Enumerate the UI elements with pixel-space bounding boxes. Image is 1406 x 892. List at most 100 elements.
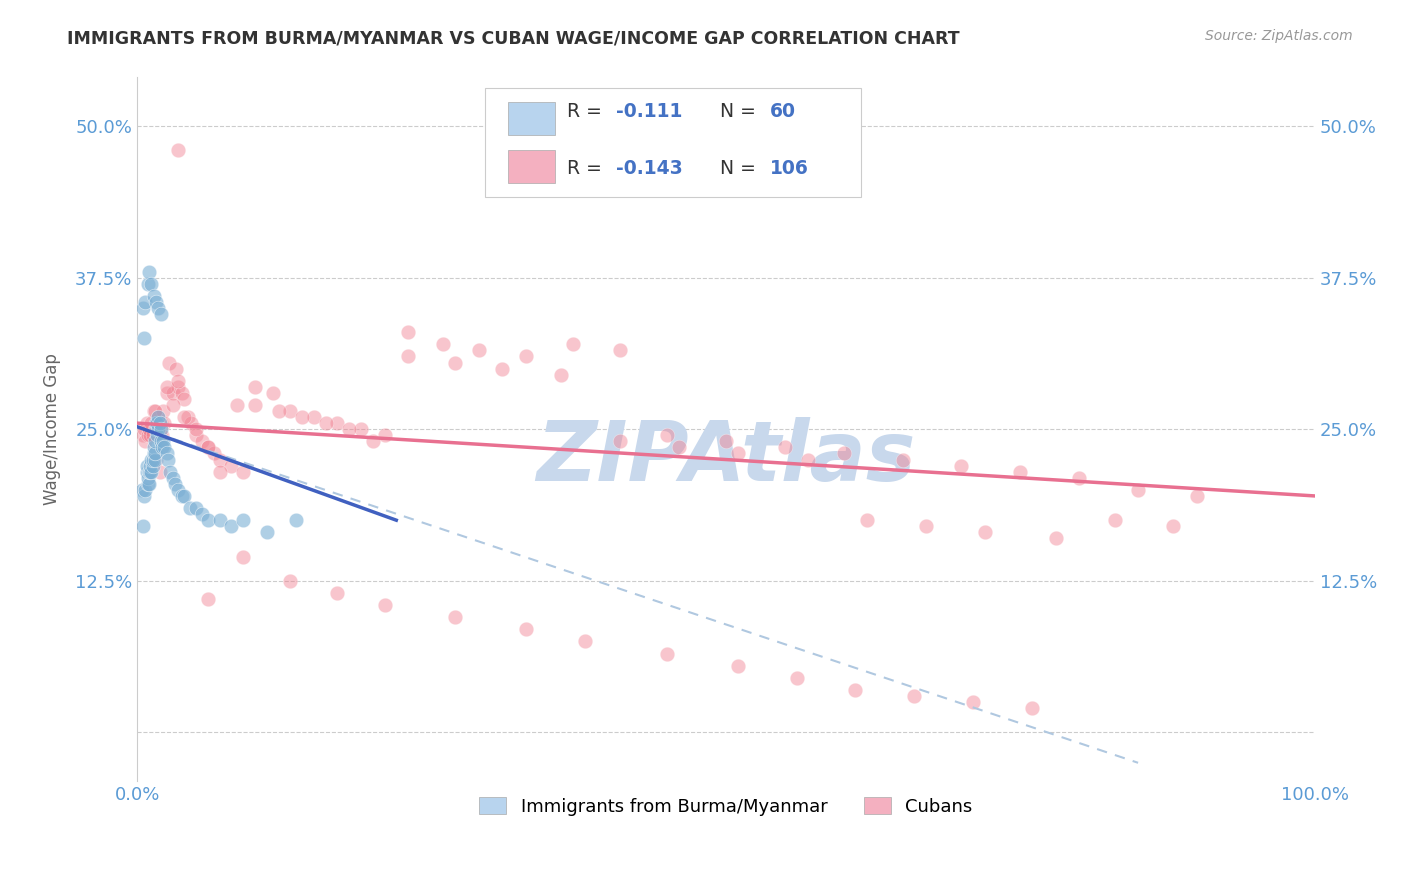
Point [136, 471, 159, 485]
Point [141, 465, 163, 479]
Point [162, 385, 184, 400]
Point [170, 489, 193, 503]
Point [143, 404, 166, 418]
Point [262, 385, 284, 400]
Point [1104, 513, 1126, 527]
Point [131, 483, 153, 497]
Point [153, 441, 176, 455]
Point [891, 452, 914, 467]
Point [146, 416, 169, 430]
Point [609, 343, 631, 358]
Point [291, 410, 314, 425]
Point [285, 513, 308, 527]
Point [1126, 483, 1149, 497]
Legend: Immigrants from Burma/Myanmar, Cubans: Immigrants from Burma/Myanmar, Cubans [471, 789, 981, 825]
Point [197, 513, 219, 527]
Point [145, 294, 167, 309]
Point [163, 476, 186, 491]
Point [173, 489, 195, 503]
Point [146, 422, 169, 436]
Point [1163, 519, 1185, 533]
Point [278, 404, 301, 418]
Point [149, 416, 172, 430]
Point [138, 465, 160, 479]
Point [149, 465, 172, 479]
Point [159, 465, 181, 479]
Point [138, 422, 160, 436]
Point [173, 392, 195, 406]
Point [132, 519, 155, 533]
Point [167, 380, 190, 394]
Point [668, 441, 690, 455]
Point [141, 416, 163, 430]
Point [135, 416, 157, 430]
Point [150, 441, 173, 455]
Point [609, 434, 631, 449]
Point [1069, 471, 1091, 485]
Point [267, 404, 290, 418]
Point [143, 434, 166, 449]
Point [153, 416, 176, 430]
Point [1185, 489, 1208, 503]
Text: 60: 60 [769, 103, 796, 121]
Point [156, 452, 179, 467]
FancyBboxPatch shape [508, 150, 555, 184]
Point [232, 513, 254, 527]
Point [467, 343, 489, 358]
Text: -0.143: -0.143 [616, 159, 683, 178]
Point [150, 428, 173, 442]
Point [146, 428, 169, 442]
Point [152, 404, 174, 418]
Point [136, 428, 159, 442]
Text: IMMIGRANTS FROM BURMA/MYANMAR VS CUBAN WAGE/INCOME GAP CORRELATION CHART: IMMIGRANTS FROM BURMA/MYANMAR VS CUBAN W… [67, 29, 960, 47]
Point [135, 465, 157, 479]
Point [148, 422, 170, 436]
Point [491, 361, 513, 376]
Point [832, 446, 855, 460]
Point [152, 434, 174, 449]
Point [148, 410, 170, 425]
Point [142, 446, 165, 460]
Point [138, 476, 160, 491]
FancyBboxPatch shape [485, 88, 862, 197]
Point [134, 422, 156, 436]
Point [1010, 465, 1032, 479]
Point [574, 634, 596, 648]
Text: N =: N = [720, 103, 762, 121]
Point [191, 507, 214, 521]
Point [134, 294, 156, 309]
Point [856, 513, 879, 527]
Point [915, 519, 938, 533]
Point [1045, 532, 1067, 546]
Point [149, 434, 172, 449]
Point [444, 355, 467, 369]
Text: -0.111: -0.111 [616, 103, 683, 121]
Point [136, 476, 159, 491]
Point [350, 422, 373, 436]
Point [396, 325, 419, 339]
Point [208, 452, 231, 467]
Point [373, 598, 395, 612]
Point [141, 452, 163, 467]
Point [515, 623, 537, 637]
Point [148, 301, 170, 315]
Point [149, 416, 172, 430]
Point [655, 647, 678, 661]
Point [136, 277, 159, 291]
Point [138, 264, 160, 278]
Point [256, 525, 278, 540]
Point [191, 434, 214, 449]
Point [278, 574, 301, 588]
Point [1021, 701, 1043, 715]
Point [302, 410, 325, 425]
Point [134, 434, 156, 449]
Point [167, 143, 190, 157]
Point [844, 683, 866, 698]
Point [232, 465, 254, 479]
Point [714, 434, 737, 449]
Point [162, 471, 184, 485]
Point [315, 416, 337, 430]
Point [396, 350, 419, 364]
Point [243, 380, 266, 394]
Point [727, 446, 749, 460]
